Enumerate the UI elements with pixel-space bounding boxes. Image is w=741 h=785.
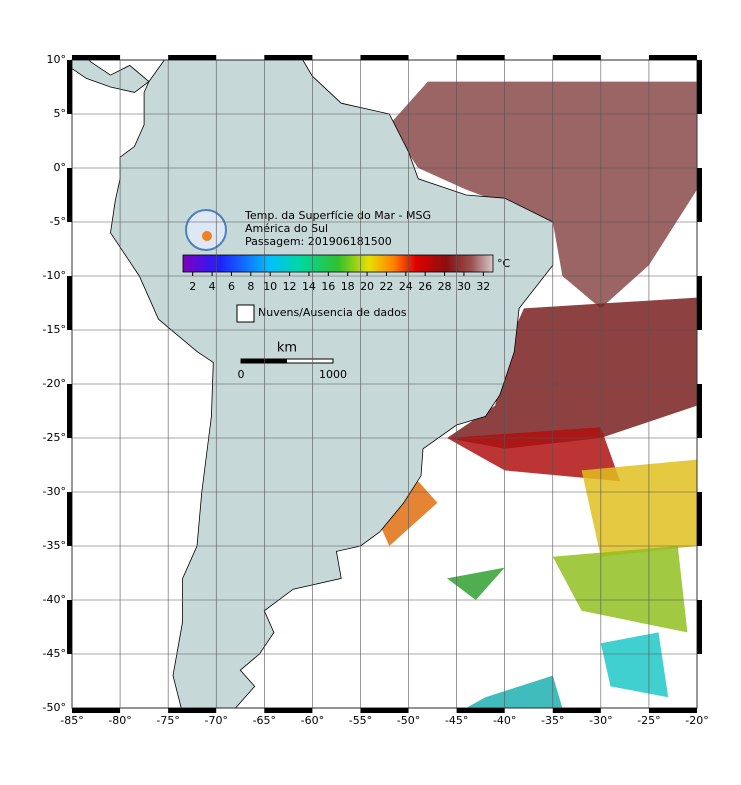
- frame-bar: [697, 60, 702, 114]
- colorbar-label: 10: [263, 280, 277, 293]
- sst-patch: [581, 459, 697, 557]
- scale-bar-segment: [241, 359, 287, 363]
- legend-label: Nuvens/Ausencia de dados: [258, 306, 407, 319]
- x-tick-label: -75°: [156, 714, 179, 727]
- frame-bar: [168, 55, 217, 60]
- land: [72, 60, 150, 93]
- x-tick-label: -30°: [589, 714, 612, 727]
- frame-bar: [697, 384, 702, 438]
- y-tick-label: 10°: [47, 53, 67, 66]
- y-tick-label: -40°: [43, 593, 66, 606]
- y-tick-label: -25°: [43, 431, 66, 444]
- colorbar-label: 30: [457, 280, 471, 293]
- frame-bar: [168, 708, 217, 713]
- x-tick-label: -20°: [685, 714, 708, 727]
- subtitle: Passagem: 201906181500: [245, 235, 392, 248]
- frame-bar: [264, 708, 313, 713]
- colorbar-label: 14: [302, 280, 316, 293]
- x-tick-label: -50°: [397, 714, 420, 727]
- x-tick-label: -85°: [60, 714, 83, 727]
- y-tick-label: -15°: [43, 323, 66, 336]
- y-tick-label: -10°: [43, 269, 66, 282]
- title: Temp. da Superfície do Mar - MSG: [244, 209, 431, 222]
- colorbar-label: 8: [247, 280, 254, 293]
- y-tick-label: -45°: [43, 647, 66, 660]
- frame-bar: [697, 492, 702, 546]
- frame-bar: [456, 55, 505, 60]
- frame-bar: [67, 384, 72, 438]
- subtitle: América do Sul: [245, 222, 328, 235]
- frame-bar: [697, 168, 702, 222]
- x-tick-label: -45°: [445, 714, 468, 727]
- y-tick-label: -50°: [43, 701, 66, 714]
- logo: [185, 209, 227, 251]
- colorbar-label: 20: [360, 280, 374, 293]
- frame-bar: [648, 708, 697, 713]
- frame-bar: [648, 55, 697, 60]
- colorbar-label: 6: [228, 280, 235, 293]
- frame-bar: [72, 55, 121, 60]
- y-tick-label: -30°: [43, 485, 66, 498]
- logo-dot: [202, 231, 212, 241]
- frame-bar: [552, 55, 601, 60]
- y-tick-label: 5°: [54, 107, 67, 120]
- frame-bar: [67, 168, 72, 222]
- frame-bar: [552, 708, 601, 713]
- colorbar-label: 22: [379, 280, 393, 293]
- x-tick-label: -40°: [493, 714, 516, 727]
- frame-bar: [456, 708, 505, 713]
- colorbar: [182, 254, 494, 273]
- frame-bar: [264, 55, 313, 60]
- frame-bar: [697, 276, 702, 330]
- frame-bar: [360, 708, 409, 713]
- colorbar-label: 2: [189, 280, 196, 293]
- x-tick-label: -65°: [253, 714, 276, 727]
- frame-bar: [67, 492, 72, 546]
- colorbar-unit: °C: [497, 257, 511, 270]
- sst-patch: [389, 81, 697, 309]
- scale-label: 0: [238, 368, 245, 381]
- map-area: [72, 60, 697, 708]
- colorbar-label: 18: [341, 280, 355, 293]
- frame-bar: [360, 55, 409, 60]
- frame-bar: [67, 60, 72, 114]
- sst-patch: [466, 675, 563, 708]
- x-tick-label: -70°: [204, 714, 227, 727]
- colorbar-label: 4: [209, 280, 216, 293]
- sst-patch: [447, 567, 505, 600]
- sst-patch: [447, 297, 697, 449]
- y-tick-label: -5°: [50, 215, 66, 228]
- legend-swatch: [236, 304, 255, 323]
- scale-label: 1000: [319, 368, 347, 381]
- title-block: Temp. da Superfície do Mar - MSG América…: [185, 209, 431, 251]
- y-tick-label: -35°: [43, 539, 66, 552]
- colorbar-label: 12: [283, 280, 297, 293]
- y-tick-label: -20°: [43, 377, 66, 390]
- frame-bar: [72, 708, 121, 713]
- x-tick-label: -80°: [108, 714, 131, 727]
- x-tick-label: -25°: [637, 714, 660, 727]
- y-tick-label: 0°: [54, 161, 67, 174]
- x-tick-label: -55°: [349, 714, 372, 727]
- colorbar-label: 24: [399, 280, 413, 293]
- scale-unit: km: [277, 341, 297, 356]
- colorbar-label: 28: [438, 280, 452, 293]
- sst-patch: [552, 546, 688, 633]
- frame-bar: [67, 600, 72, 654]
- sst-patch: [447, 427, 621, 482]
- colorbar-label: 26: [418, 280, 432, 293]
- colorbar-label: 32: [476, 280, 490, 293]
- colorbar-label: 16: [321, 280, 335, 293]
- x-tick-label: -60°: [301, 714, 324, 727]
- frame-bar: [67, 276, 72, 330]
- frame-bar: [697, 600, 702, 654]
- x-tick-label: -35°: [541, 714, 564, 727]
- sst-patch: [600, 632, 669, 698]
